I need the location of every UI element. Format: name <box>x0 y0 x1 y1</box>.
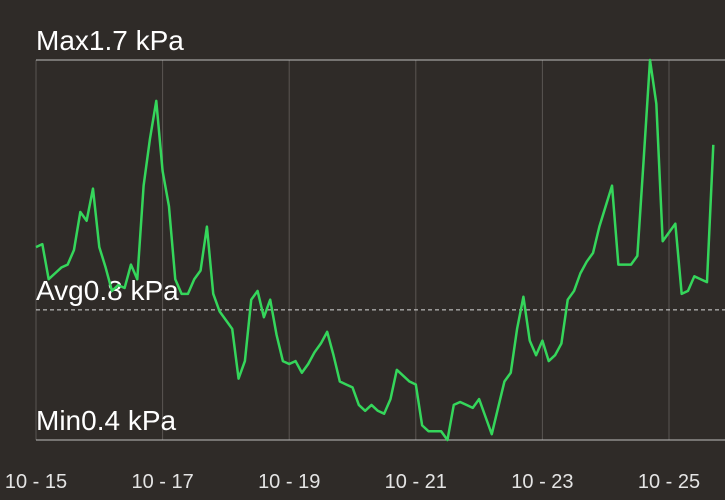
reference-label: Avg0.8 kPa <box>36 275 179 306</box>
reference-label: Min0.4 kPa <box>36 405 176 436</box>
reference-label: Max1.7 kPa <box>36 25 184 56</box>
x-tick-label: 10 - 19 <box>258 471 320 493</box>
x-tick-label: 10 - 25 <box>638 471 700 493</box>
x-tick-label: 10 - 15 <box>5 471 67 493</box>
x-tick-label: 10 - 21 <box>385 471 447 493</box>
x-tick-label: 10 - 17 <box>131 471 193 493</box>
data-line <box>35 58 715 442</box>
x-tick-label: 10 - 23 <box>511 471 573 493</box>
